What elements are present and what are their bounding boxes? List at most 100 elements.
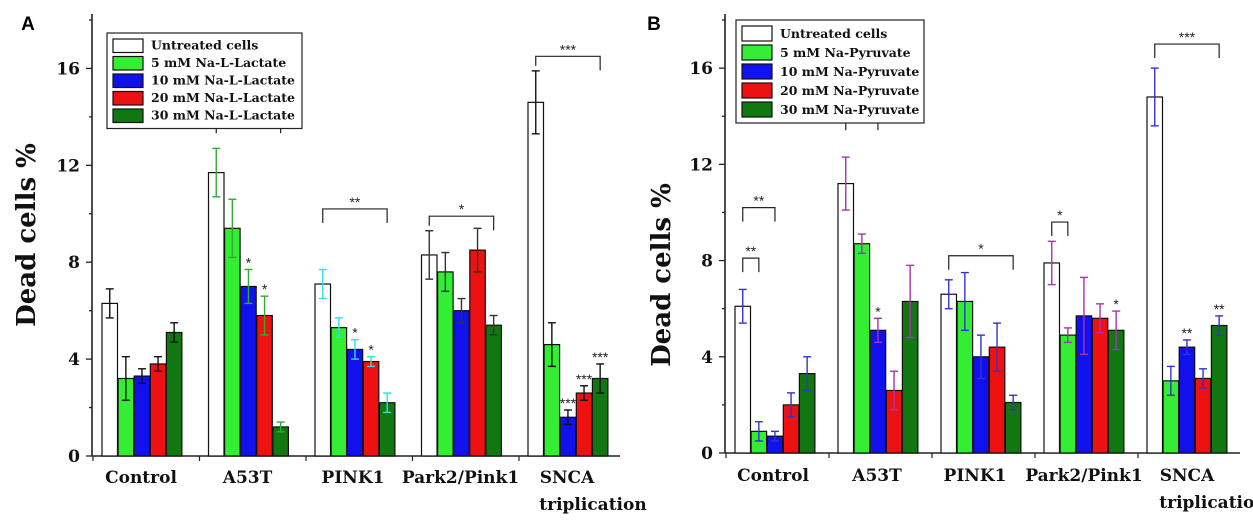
legend-swatch xyxy=(112,73,144,89)
category-label: triplication xyxy=(539,495,646,515)
legend-label: 30 mM Na-Pyruvate xyxy=(780,102,919,117)
category-label: triplication xyxy=(1159,493,1253,513)
bracket-label: ** xyxy=(753,193,764,209)
category-label: Control xyxy=(105,468,177,488)
y-tick-label: 0 xyxy=(68,447,80,467)
significance-bracket xyxy=(742,257,760,273)
category-label: Park2/Pink1 xyxy=(402,468,519,488)
bar xyxy=(575,392,593,457)
legend-swatch xyxy=(112,90,144,106)
legend-label: 20 mM Na-L-Lactate xyxy=(151,90,295,105)
significance-mark: * xyxy=(1113,296,1119,312)
bar xyxy=(853,243,871,454)
bar xyxy=(527,101,545,457)
significance-mark: * xyxy=(875,303,881,319)
y-tick-label: 8 xyxy=(68,253,80,273)
legend-swatch xyxy=(741,101,773,118)
bracket-label: ** xyxy=(745,243,756,259)
y-tick-label: 0 xyxy=(701,444,713,464)
significance-mark: * xyxy=(246,254,252,270)
legend-label: 10 mM Na-Pyruvate xyxy=(780,64,919,79)
bar xyxy=(240,285,257,457)
y-axis-label: Dead cells % xyxy=(12,143,42,327)
bar xyxy=(420,254,438,457)
category-label: Park2/Pink1 xyxy=(1025,466,1142,486)
panel-label: B xyxy=(647,14,661,35)
bar xyxy=(346,348,364,457)
bar xyxy=(837,182,855,454)
significance-mark: *** xyxy=(592,349,609,365)
panel-label: A xyxy=(21,14,35,35)
bar xyxy=(437,271,454,457)
legend-label: Untreated cells xyxy=(780,26,887,41)
bar xyxy=(734,305,752,454)
legend-label: 5 mM Na-L-Lactate xyxy=(151,55,286,70)
category-label: A53T xyxy=(851,466,902,486)
category-label: SNCA xyxy=(1160,466,1215,486)
bar xyxy=(1178,346,1196,454)
y-tick-label: 16 xyxy=(56,59,80,79)
legend-label: 20 mM Na-Pyruvate xyxy=(780,83,919,98)
legend-swatch xyxy=(741,25,773,42)
significance-mark: *** xyxy=(560,395,577,411)
significance-mark: * xyxy=(352,325,358,341)
bar xyxy=(1059,334,1077,454)
y-tick-label: 4 xyxy=(701,348,713,368)
significance-bracket xyxy=(948,255,1014,270)
significance-mark: * xyxy=(368,342,374,358)
legend-label: 5 mM Na-Pyruvate xyxy=(780,45,911,60)
bracket-label: * xyxy=(1057,207,1063,223)
significance-bracket xyxy=(322,208,388,223)
category-label: Control xyxy=(737,466,809,486)
bar xyxy=(469,249,486,457)
bar xyxy=(1146,96,1164,454)
significance-bracket xyxy=(1051,221,1069,237)
legend-swatch xyxy=(112,38,144,54)
category-label: PINK1 xyxy=(944,466,1007,486)
bar xyxy=(149,363,167,457)
bar xyxy=(224,227,241,457)
category-label: A53T xyxy=(222,468,273,488)
bar xyxy=(1091,317,1109,454)
bar xyxy=(207,172,225,457)
significance-bracket xyxy=(535,55,601,71)
bracket-label: *** xyxy=(560,41,577,57)
significance-mark: *** xyxy=(576,371,593,387)
bar xyxy=(362,360,380,457)
bar xyxy=(101,302,119,457)
bracket-label: *** xyxy=(1179,29,1196,45)
significance-bracket xyxy=(742,207,776,222)
bar xyxy=(314,283,332,457)
bar xyxy=(869,329,887,454)
y-tick-label: 12 xyxy=(56,156,80,176)
y-tick-label: 12 xyxy=(689,155,713,175)
significance-mark: ** xyxy=(1214,301,1225,317)
bar xyxy=(940,293,958,454)
significance-bracket xyxy=(1154,43,1220,59)
legend-label: 10 mM Na-L-Lactate xyxy=(151,73,295,88)
legend-label: Untreated cells xyxy=(151,38,258,53)
bar xyxy=(1194,377,1212,454)
y-axis-label: Dead cells % xyxy=(647,183,677,367)
bar xyxy=(1043,262,1061,454)
significance-mark: ** xyxy=(1181,325,1192,341)
bracket-label: ** xyxy=(349,194,360,210)
significance-mark: * xyxy=(262,281,268,297)
bar xyxy=(330,327,348,457)
legend-swatch xyxy=(741,82,773,99)
category-label: SNCA xyxy=(540,468,595,488)
y-tick-label: 4 xyxy=(68,350,80,370)
legend-swatch xyxy=(112,108,144,124)
category-label: PINK1 xyxy=(322,468,385,488)
bar xyxy=(453,310,470,457)
bar xyxy=(485,324,502,457)
bracket-label: * xyxy=(978,241,984,257)
legend-label: 30 mM Na-L-Lactate xyxy=(151,108,295,123)
bracket-label: * xyxy=(459,201,465,217)
legend-swatch xyxy=(741,63,773,80)
bar xyxy=(165,331,183,457)
